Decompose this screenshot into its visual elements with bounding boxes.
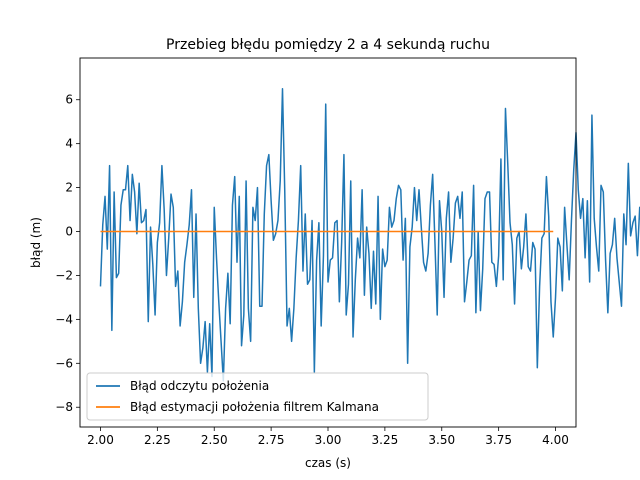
x-tick-label: 3.25 [372, 433, 399, 447]
x-tick-label: 3.50 [428, 433, 455, 447]
y-tick-label: −8 [55, 400, 73, 414]
x-tick-label: 3.75 [485, 433, 512, 447]
legend-label-kalman-error: Błąd estymacji położenia filtrem Kalmana [130, 400, 379, 414]
x-axis-label: czas (s) [305, 456, 351, 470]
y-tick-label: 0 [65, 225, 73, 239]
y-axis-label: błąd (m) [29, 217, 43, 268]
x-tick-label: 4.00 [542, 433, 569, 447]
x-axis: 2.00 2.25 2.50 2.75 3.00 3.25 3.50 3.75 4.00 [87, 427, 569, 447]
legend-box [86, 372, 429, 421]
series-layer [99, 88, 640, 382]
y-tick-label: 2 [65, 181, 73, 195]
x-tick-label: 2.25 [144, 433, 171, 447]
legend-label-measurement-error: Błąd odczytu położenia [130, 379, 269, 393]
x-tick-label: 2.00 [87, 433, 114, 447]
y-tick-label: −6 [55, 356, 73, 370]
y-tick-label: −2 [55, 268, 73, 282]
legend: Błąd odczytu położenia Błąd estymacji po… [86, 372, 429, 421]
series-line-1 [99, 88, 640, 382]
y-tick-label: 4 [65, 137, 73, 151]
x-tick-label: 3.00 [315, 433, 342, 447]
chart-title: Przebieg błędu pomiędzy 2 a 4 sekundą ru… [166, 37, 490, 53]
y-tick-label: 6 [65, 93, 73, 107]
x-tick-label: 2.75 [258, 433, 285, 447]
y-tick-label: −4 [55, 312, 73, 326]
y-axis: −8 −6 −4 −2 0 2 4 6 [55, 93, 80, 414]
x-tick-label: 2.50 [201, 433, 228, 447]
